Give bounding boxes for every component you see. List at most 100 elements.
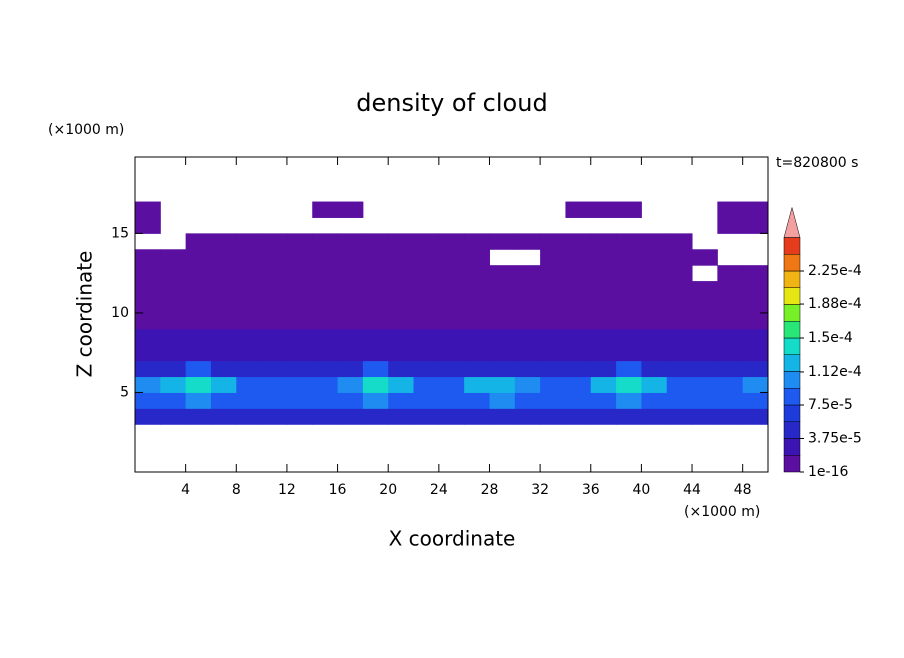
colorbar-band <box>783 270 801 288</box>
x-axis-label: X coordinate <box>389 527 516 551</box>
contour-cell <box>692 312 718 330</box>
contour-cell <box>413 408 440 425</box>
contour-cell <box>261 297 288 314</box>
contour-cell <box>312 297 339 314</box>
contour-cell <box>641 344 668 362</box>
contour-cell <box>489 344 516 362</box>
contour-cell <box>337 265 364 282</box>
contour-cell <box>464 281 490 298</box>
contour-cell <box>616 344 642 362</box>
contour-cell <box>616 360 642 378</box>
contour-cell <box>464 344 490 362</box>
contour-cell <box>312 328 339 346</box>
contour-cell <box>438 312 465 330</box>
contour-cell <box>312 265 339 282</box>
contour-cell <box>362 265 389 282</box>
contour-cell <box>590 265 617 282</box>
contour-cell <box>185 376 212 393</box>
contour-cell <box>388 360 415 378</box>
contour-cell <box>286 360 313 378</box>
contour-cell <box>565 392 592 409</box>
contour-cell <box>641 249 668 266</box>
contour-cell <box>337 312 364 330</box>
contour-cell <box>616 201 642 218</box>
contour-cell <box>438 408 465 425</box>
contour-cell <box>160 344 187 362</box>
contour-cell <box>438 281 465 298</box>
colorbar-band <box>783 321 801 339</box>
contour-cell <box>236 249 263 266</box>
contour-cell <box>616 408 642 425</box>
contour-cell <box>362 328 389 346</box>
contour-cell <box>616 265 642 282</box>
contour-cell <box>236 265 263 282</box>
contour-cell <box>160 392 187 409</box>
contour-cell <box>464 392 490 409</box>
contour-cell <box>337 233 364 250</box>
contour-cell <box>261 328 288 346</box>
contour-cell <box>540 360 566 378</box>
contour-cell <box>540 281 566 298</box>
contour-cell <box>337 360 364 378</box>
colorbar-band <box>783 304 801 322</box>
contour-cell <box>362 344 389 362</box>
contour-cell <box>261 312 288 330</box>
contour-cell <box>742 217 769 234</box>
contour-cell <box>666 233 693 250</box>
contour-cell <box>666 312 693 330</box>
contour-cell <box>641 392 668 409</box>
contour-cell <box>362 392 389 409</box>
x-tick-label: 28 <box>481 482 499 498</box>
contour-cell <box>210 281 237 298</box>
contour-cell <box>236 281 263 298</box>
contour-cell <box>616 233 642 250</box>
colorbar-label: 2.25e-4 <box>808 263 862 279</box>
contour-cell <box>312 281 339 298</box>
colorbar-band <box>783 287 801 305</box>
contour-cell <box>666 281 693 298</box>
contour-cell <box>388 297 415 314</box>
contour-cell <box>742 328 769 346</box>
contour-cell <box>413 312 440 330</box>
contour-cell <box>540 297 566 314</box>
contour-cell <box>742 281 769 298</box>
contour-cell <box>514 297 541 314</box>
contour-cell <box>565 297 592 314</box>
contour-cell <box>742 312 769 330</box>
contour-cell <box>261 233 288 250</box>
contour-cell <box>236 376 263 393</box>
x-tick-label: 4 <box>181 482 190 498</box>
contour-cell <box>641 408 668 425</box>
x-tick-label: 8 <box>232 482 241 498</box>
contour-cell <box>692 297 718 314</box>
contour-cell <box>666 249 693 266</box>
contour-cell <box>565 281 592 298</box>
contour-cell <box>438 249 465 266</box>
contour-cell <box>489 392 516 409</box>
contour-cell <box>261 360 288 378</box>
contour-cell <box>362 408 389 425</box>
contour-cell <box>185 360 212 378</box>
contour-cell <box>337 376 364 393</box>
contour-cell <box>692 344 718 362</box>
contour-cell <box>514 328 541 346</box>
contour-cell <box>616 312 642 330</box>
contour-cell <box>236 408 263 425</box>
contour-cell <box>464 297 490 314</box>
contour-cell <box>160 297 187 314</box>
contour-cell <box>464 376 490 393</box>
contour-cell <box>616 297 642 314</box>
contour-cell <box>135 344 161 362</box>
contour-cell <box>565 344 592 362</box>
contour-cell <box>185 392 212 409</box>
contour-cell <box>286 328 313 346</box>
contour-cell <box>464 312 490 330</box>
contour-cell <box>565 201 592 218</box>
contour-cell <box>717 201 744 218</box>
contour-cell <box>210 233 237 250</box>
contour-cell <box>666 360 693 378</box>
contour-cell <box>135 376 161 393</box>
contour-cell <box>210 297 237 314</box>
contour-cell <box>185 249 212 266</box>
contour-cell <box>514 392 541 409</box>
